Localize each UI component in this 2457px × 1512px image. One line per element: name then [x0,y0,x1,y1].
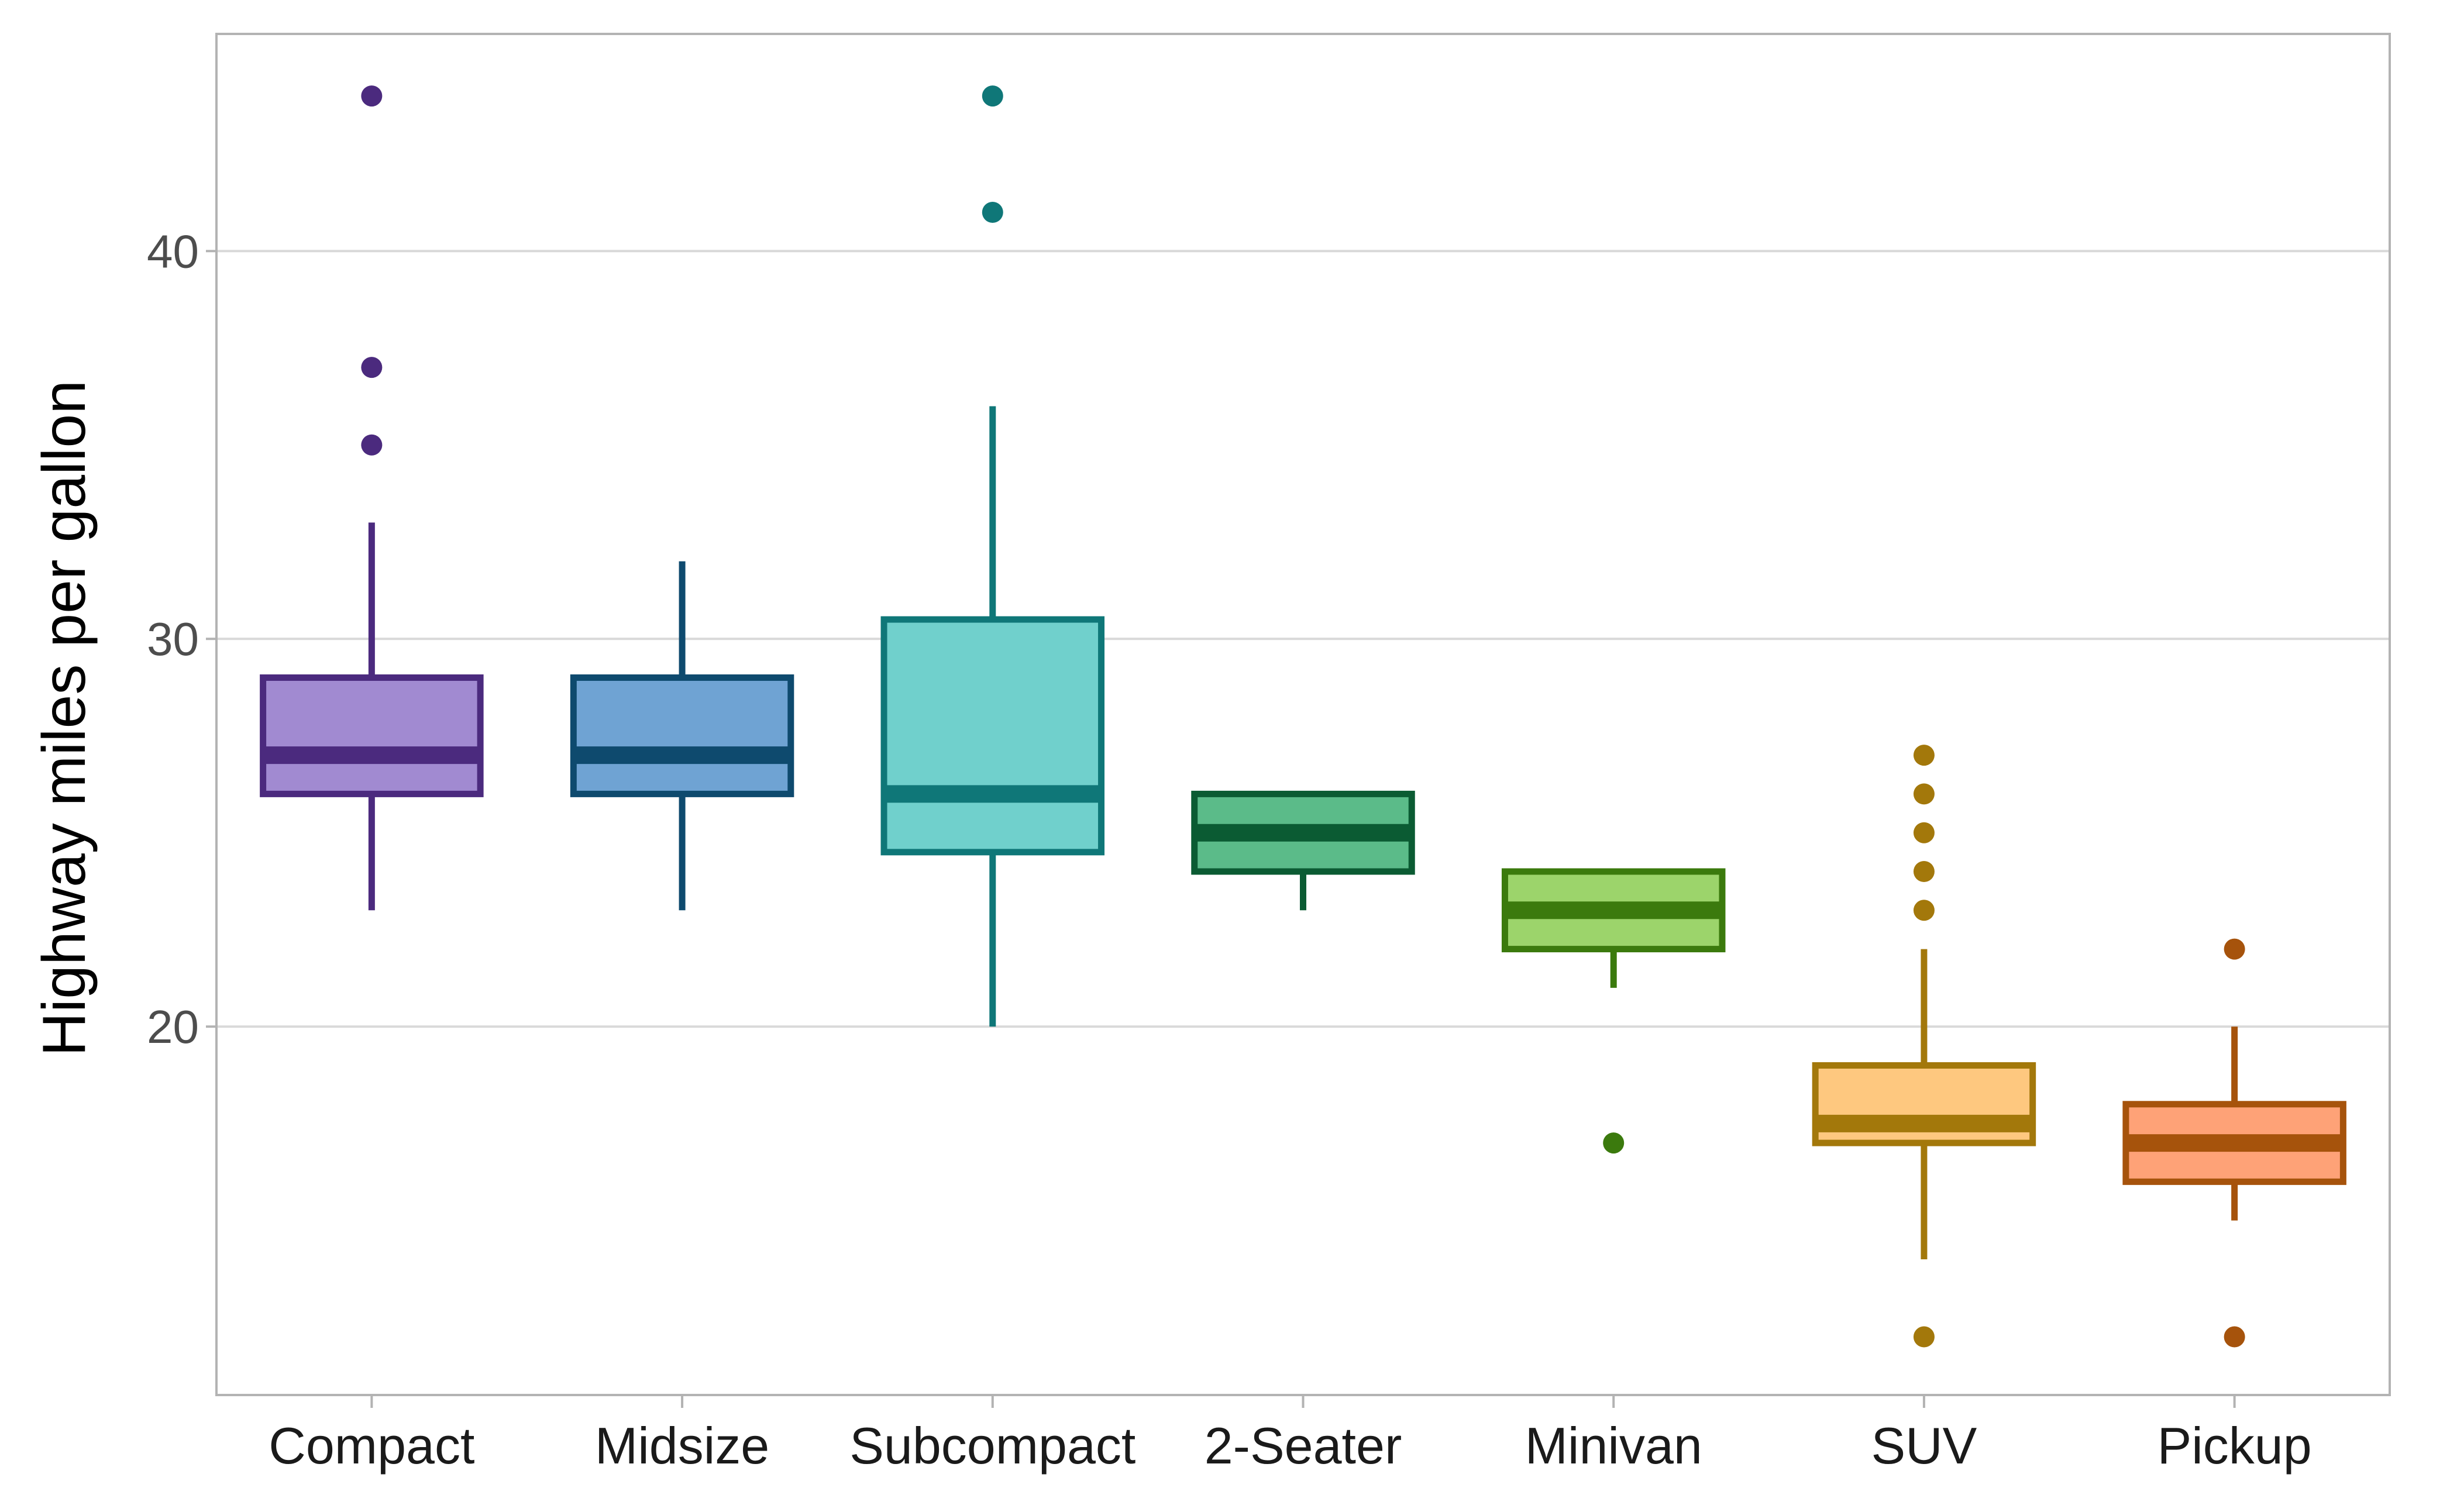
box-compact [260,85,484,911]
y-axis-ticks: 20 30 40 [147,225,216,1053]
x-axis-ticks: Compact Midsize Subcompact 2-Seater Minivan S… [269,1395,2312,1475]
box-pickup [2122,938,2346,1348]
outlier-point [1913,1326,1935,1348]
outlier-point [1913,861,1935,882]
box-subcompact [880,85,1105,1027]
outlier-point [1913,783,1935,805]
y-tick-label: 20 [147,1001,199,1053]
y-tick-label: 30 [147,613,199,665]
box-suv [1812,745,2036,1348]
x-tick-label: Subcompact [849,1417,1135,1475]
outlier-point [361,434,383,456]
box-iqr [570,674,794,797]
outlier-point [1913,745,1935,766]
outlier-point [361,357,383,378]
box-midsize [570,561,794,911]
gridlines [216,250,2390,1028]
y-tick-label: 40 [147,225,199,277]
box-minivan [1501,868,1726,1154]
x-tick-label: Compact [269,1417,474,1475]
x-tick-label: Pickup [2157,1417,2312,1475]
x-tick-label: 2-Seater [1205,1417,1402,1475]
box-2-seater [1191,790,1415,911]
y-axis-title: Highway miles per gallon [30,380,98,1056]
x-tick-label: Minivan [1525,1417,1702,1475]
outlier-point [361,85,383,107]
outlier-point [1603,1132,1625,1154]
outlier-point [2224,1326,2245,1348]
outlier-point [2224,938,2245,960]
outlier-point [982,85,1003,107]
box-iqr [260,674,484,797]
x-tick-label: SUV [1871,1417,1977,1475]
x-tick-label: Midsize [595,1417,769,1475]
outlier-point [1913,900,1935,921]
outlier-point [1913,822,1935,843]
outlier-point [982,201,1003,223]
box-iqr [880,616,1105,856]
box-series [260,85,2346,1348]
